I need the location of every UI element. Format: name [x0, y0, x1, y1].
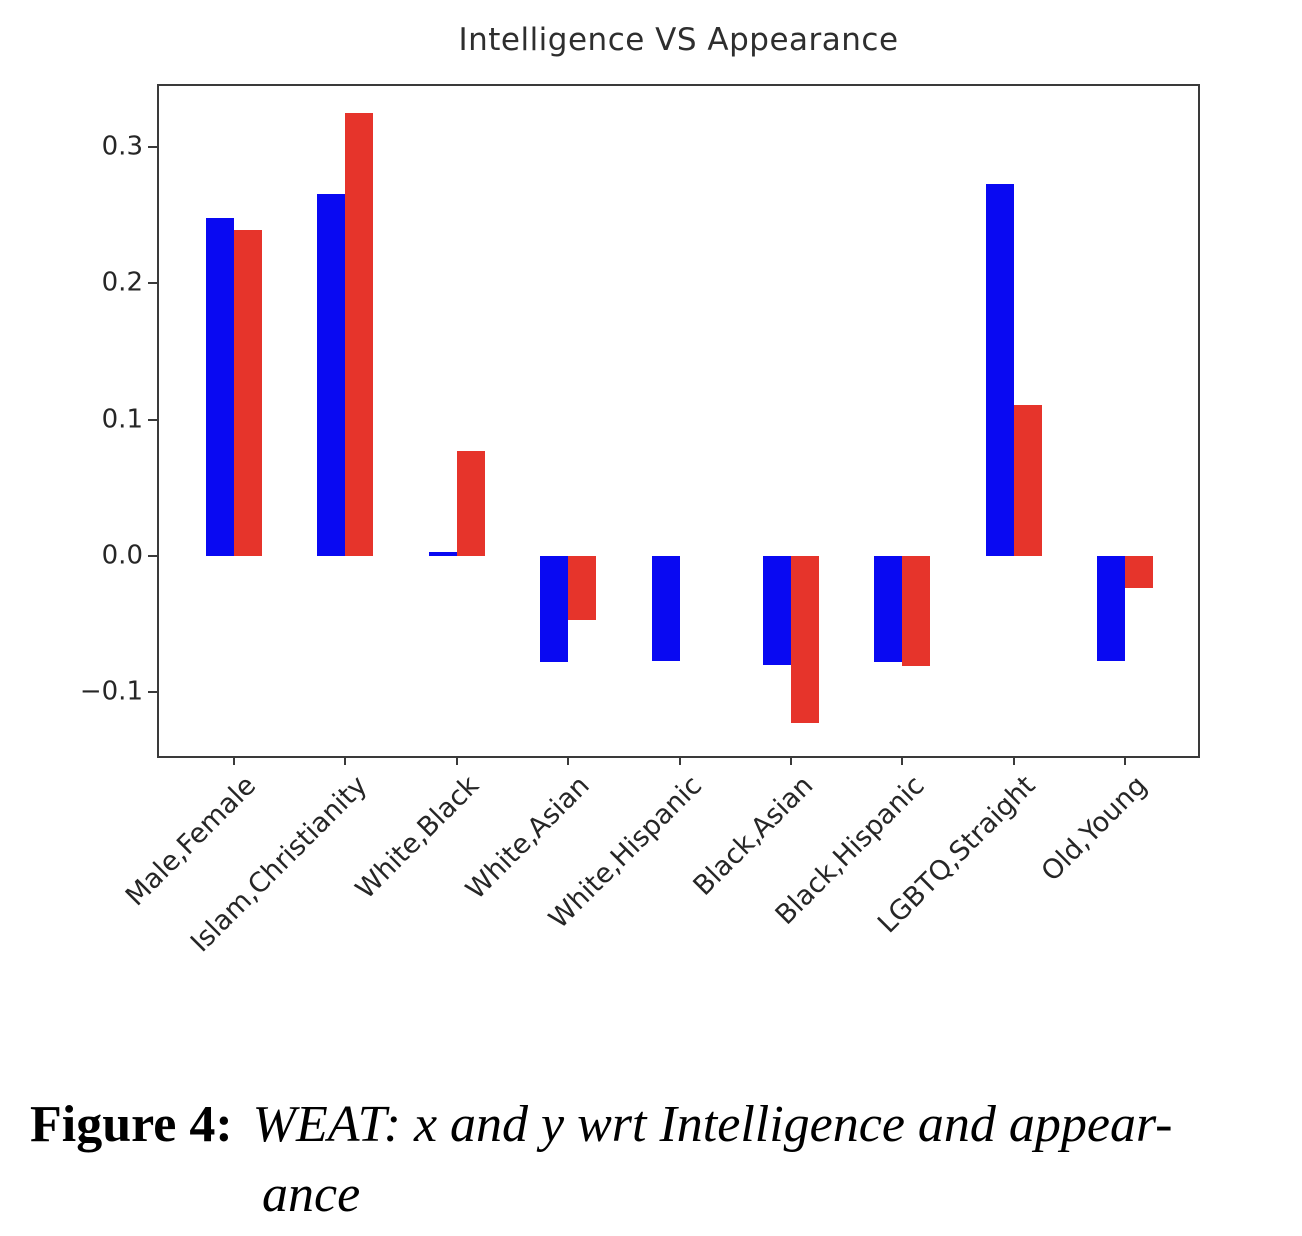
- figure-caption: Figure 4: WEAT: x and y wrt Intelligence …: [30, 1090, 1286, 1230]
- figure-caption-line1: WEAT: x and y wrt Intelligence and appea…: [252, 1096, 1173, 1153]
- x-tick-mark: [901, 756, 904, 765]
- y-tick-mark: [148, 418, 157, 421]
- bar-y-old-young: [1125, 555, 1154, 589]
- y-tick-mark: [148, 282, 157, 285]
- bar-y-black-asian: [791, 555, 819, 724]
- bar-y-white-asian: [568, 555, 597, 620]
- x-tick-mark: [344, 756, 347, 765]
- x-tick-mark: [1124, 756, 1127, 765]
- x-tick-mark: [567, 756, 570, 765]
- y-tick-label: 0.0: [101, 540, 143, 571]
- x-tick-mark: [678, 756, 681, 765]
- y-tick-label: −0.1: [79, 676, 143, 707]
- bar-y-white-black: [456, 450, 485, 556]
- bar-x-lgbtq-straight: [985, 184, 1014, 556]
- bar-x-white-asian: [540, 555, 569, 663]
- bar-x-old-young: [1097, 555, 1126, 661]
- y-tick-mark: [148, 554, 157, 557]
- x-tick-mark: [790, 756, 792, 765]
- y-tick-mark: [148, 690, 157, 693]
- bar-x-black-asian: [763, 555, 791, 665]
- y-tick-mark: [148, 146, 157, 149]
- x-tick-mark: [455, 756, 458, 765]
- figure-caption-line2: ance: [262, 1166, 361, 1223]
- x-tick-mark: [233, 756, 235, 765]
- y-tick-label: 0.1: [101, 404, 143, 435]
- bar-x-islam-christianity: [317, 193, 346, 556]
- y-tick-label: 0.2: [101, 267, 143, 298]
- bar-x-white-black: [428, 551, 457, 556]
- bar-y-male-female: [234, 230, 262, 556]
- bar-x-black-hispanic: [874, 555, 903, 663]
- figure-caption-label: Figure 4:: [30, 1096, 233, 1153]
- bar-x-male-female: [206, 218, 234, 556]
- bar-y-islam-christianity: [345, 113, 374, 556]
- chart-title: Intelligence VS Appearance: [458, 22, 899, 58]
- x-tick-mark: [1012, 756, 1015, 765]
- y-tick-label: 0.3: [101, 131, 143, 162]
- bar-y-lgbtq-straight: [1013, 404, 1042, 556]
- bar-y-black-hispanic: [902, 555, 931, 667]
- bar-x-white-hispanic: [651, 555, 680, 661]
- plot-area: 0.3 0.2 0.1 0.0 −0.1 Male,Female Islam,Christi…: [80, 84, 1200, 958]
- x-tick-label: Old,Young: [1035, 770, 1154, 888]
